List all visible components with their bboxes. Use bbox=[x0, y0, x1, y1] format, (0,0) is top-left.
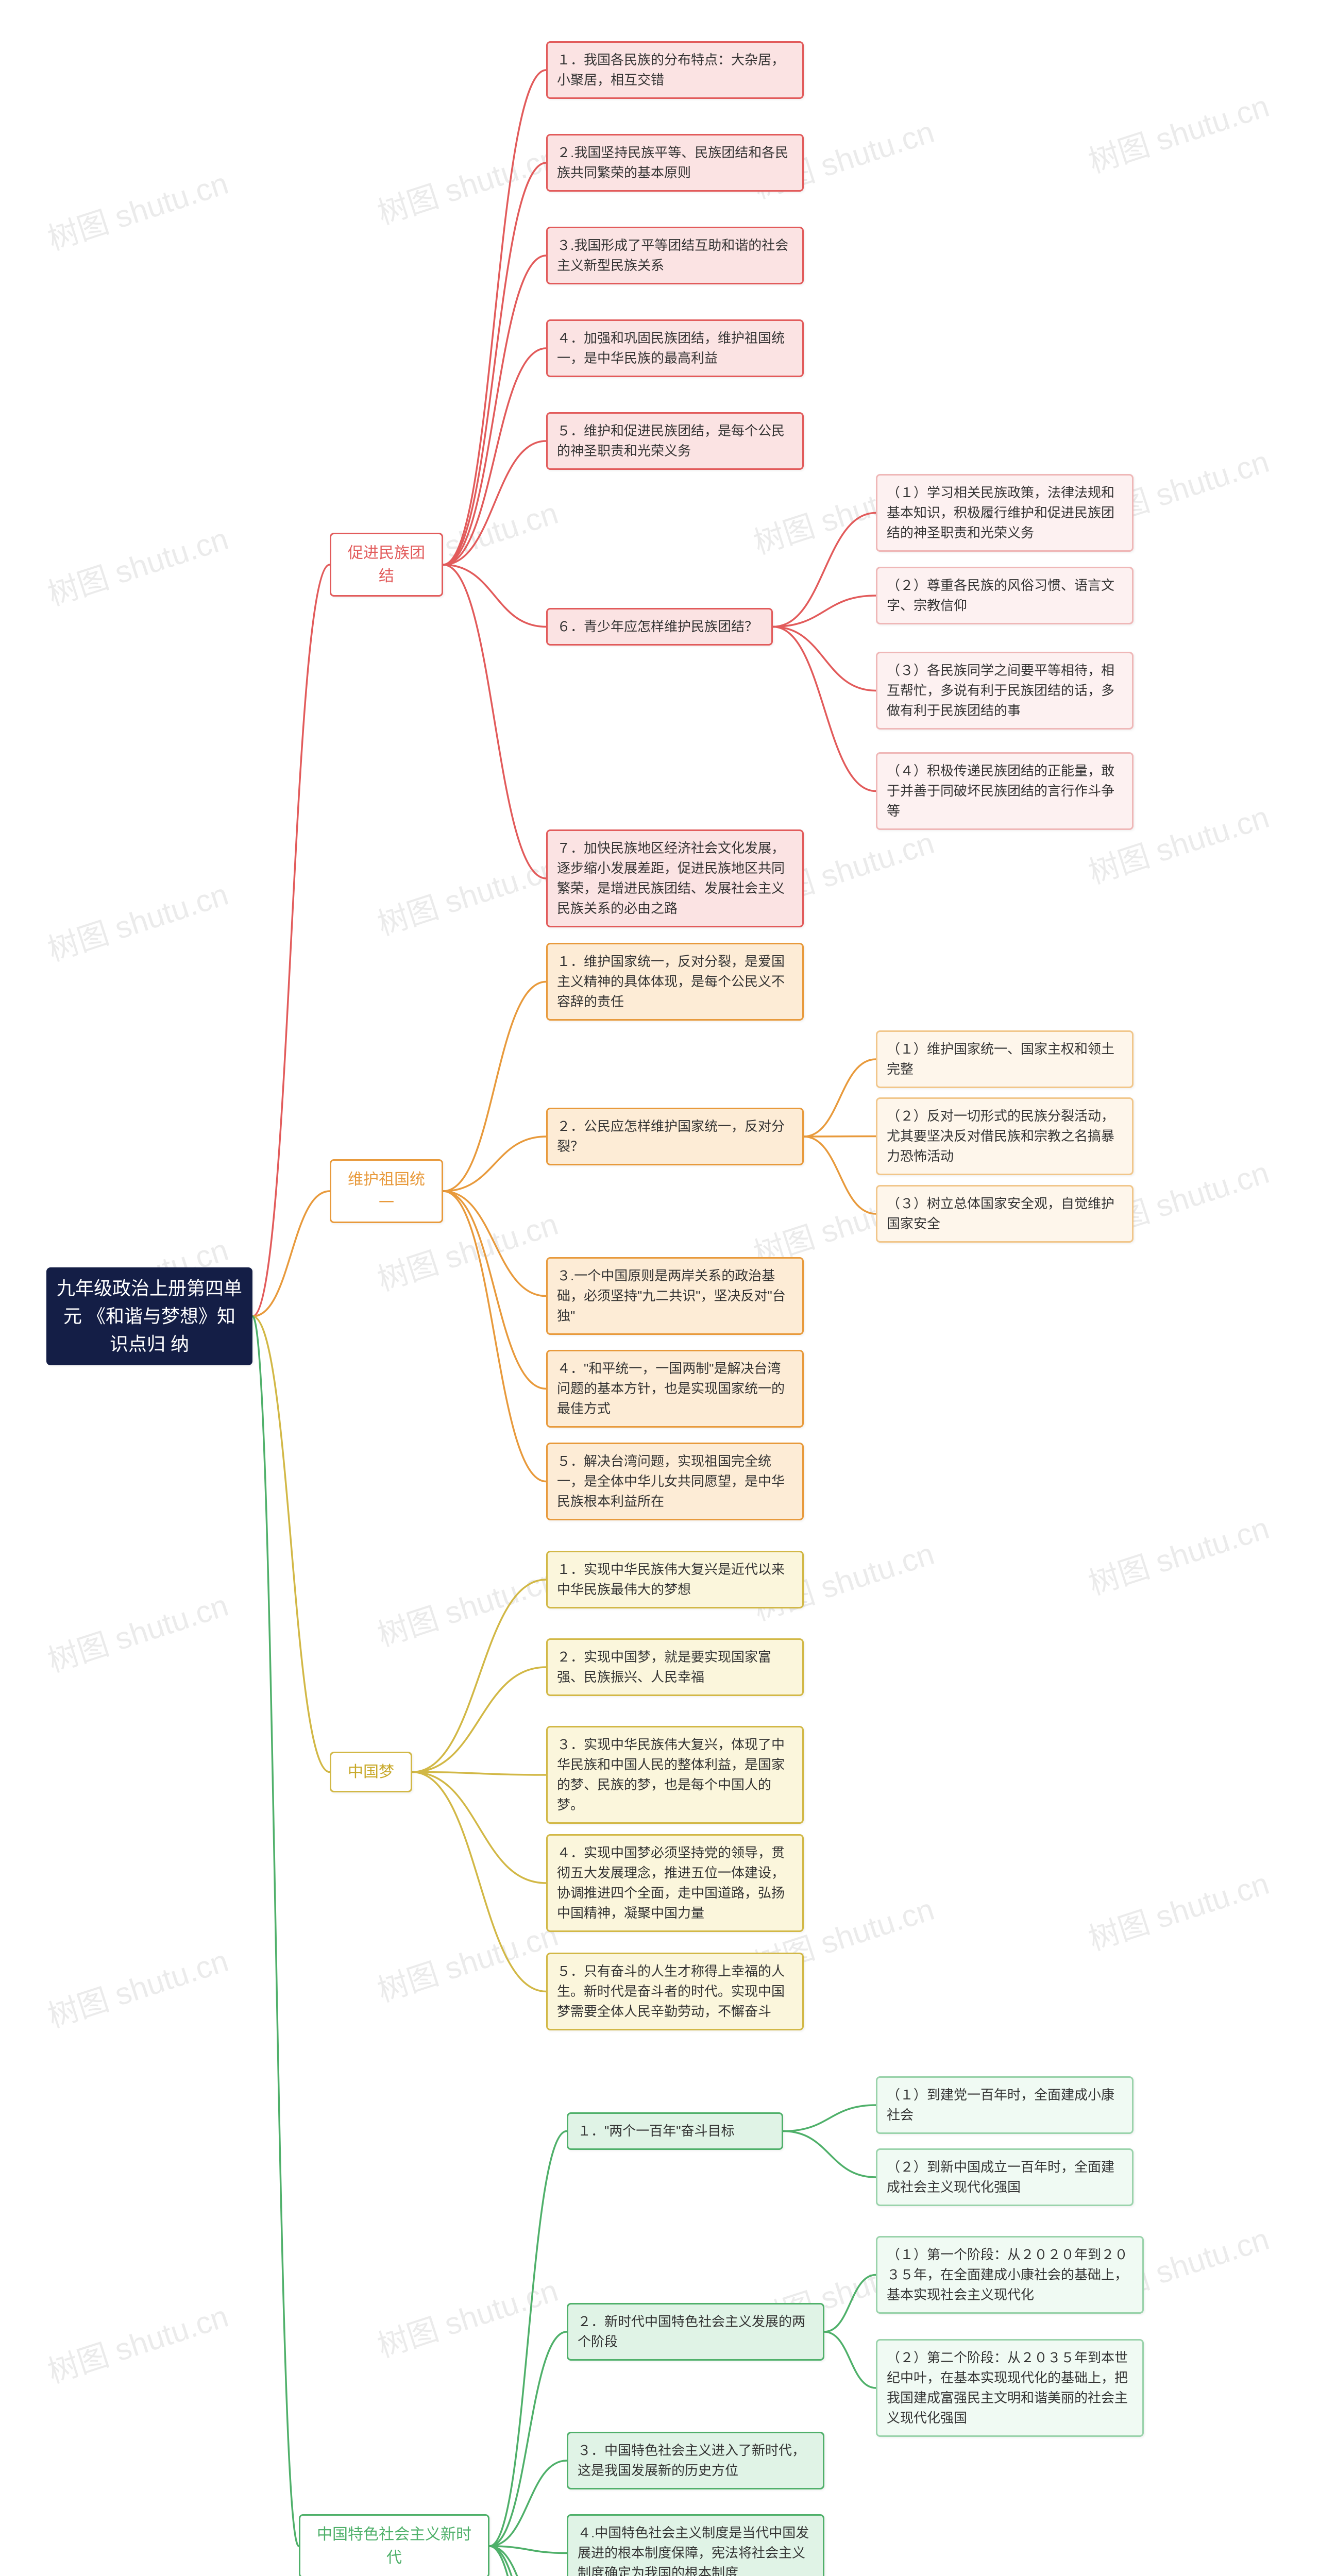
watermark: 树图 shutu.cn bbox=[371, 844, 563, 944]
node-b2: ２．公民应怎样维护国家统一，反对分裂？ bbox=[546, 1108, 804, 1165]
node-b2_2: （２）反对一切形式的民族分裂活动，尤其要坚决反对借民族和宗教之名搞暴力恐怖活动 bbox=[876, 1097, 1134, 1175]
node-d1_2: （２）到新中国成立一百年时，全面建成社会主义现代化强国 bbox=[876, 2148, 1134, 2206]
node-c4: ４．实现中国梦必须坚持党的领导，贯彻五大发展理念，推进五位一体建设，协调推进四个… bbox=[546, 1834, 804, 1932]
node-d1_1: （１）到建党一百年时，全面建成小康社会 bbox=[876, 2076, 1134, 2134]
watermark: 树图 shutu.cn bbox=[41, 514, 233, 615]
node-c2: ２．实现中国梦，就是要实现国家富强、民族振兴、人民幸福 bbox=[546, 1638, 804, 1696]
watermark: 树图 shutu.cn bbox=[371, 1555, 563, 1655]
node-c5: ５．只有奋斗的人生才称得上幸福的人生。新时代是奋斗者的时代。实现中国梦需要全体人… bbox=[546, 1953, 804, 2030]
watermark: 树图 shutu.cn bbox=[1082, 1859, 1274, 1959]
node-d4: ４.中国特色社会主义制度是当代中国发展进的根本制度保障，宪法将社会主义制度确定为… bbox=[567, 2514, 824, 2576]
node-c3: ３．实现中华民族伟大复兴，体现了中华民族和中国人民的整体利益，是国家的梦、民族的… bbox=[546, 1726, 804, 1824]
mindmap-canvas: 树图 shutu.cn 树图 shutu.cn 树图 shutu.cn 树图 shut… bbox=[0, 0, 1319, 2576]
node-b4: ４．"和平统一，一国两制"是解决台湾问题的基本方针，也是实现国家统一的最佳方式 bbox=[546, 1350, 804, 1428]
watermark: 树图 shutu.cn bbox=[1082, 1503, 1274, 1604]
node-a6_1: （１）学习相关民族政策，法律法规和基本知识，积极履行维护和促进民族团结的神圣职责… bbox=[876, 474, 1134, 552]
node-d2_2: （２）第二个阶段：从２０３５年到本世纪中叶，在基本实现现代化的基础上，把我国建成… bbox=[876, 2339, 1144, 2437]
node-b1: １．维护国家统一，反对分裂，是爱国主义精神的具体体现，是每个公民义不容辞的责任 bbox=[546, 943, 804, 1021]
node-b2_3: （３）树立总体国家安全观，自觉维护国家安全 bbox=[876, 1185, 1134, 1243]
watermark: 树图 shutu.cn bbox=[41, 1936, 233, 2037]
node-b5: ５．解决台湾问题，实现祖国完全统一，是全体中华儿女共同愿望，是中华民族根本利益所… bbox=[546, 1443, 804, 1520]
node-a2: ２.我国坚持民族平等、民族团结和各民族共同繁荣的基本原则 bbox=[546, 134, 804, 192]
root-node: 九年级政治上册第四单元 《和谐与梦想》知识点归 纳 bbox=[46, 1267, 252, 1365]
node-b2_1: （１）维护国家统一、国家主权和领土完整 bbox=[876, 1030, 1134, 1088]
watermark: 树图 shutu.cn bbox=[41, 1581, 233, 1681]
section-D: 中国特色社会主义新时代 bbox=[299, 2514, 489, 2576]
node-b3: ３.一个中国原则是两岸关系的政治基础，必须坚持"九二共识"，坚决反对"台独" bbox=[546, 1257, 804, 1335]
node-d2_1: （１）第一个阶段：从２０２０年到２０３５年，在全面建成小康社会的基础上，基本实现… bbox=[876, 2236, 1144, 2314]
watermark: 树图 shutu.cn bbox=[1082, 81, 1274, 182]
node-a7: ７．加快民族地区经济社会文化发展，逐步缩小发展差距，促进民族地区共同繁荣，是增进… bbox=[546, 829, 804, 927]
node-a6_2: （２）尊重各民族的风俗习惯、语言文字、宗教信仰 bbox=[876, 567, 1134, 624]
node-a4: ４．加强和巩固民族团结，维护祖国统一，是中华民族的最高利益 bbox=[546, 319, 804, 377]
watermark: 树图 shutu.cn bbox=[41, 159, 233, 259]
watermark: 树图 shutu.cn bbox=[371, 133, 563, 233]
node-a5: ５．维护和促进民族团结，是每个公民的神圣职责和光荣义务 bbox=[546, 412, 804, 470]
node-a6_4: （４）积极传递民族团结的正能量，敢于并善于同破坏民族团结的言行作斗争等 bbox=[876, 752, 1134, 830]
watermark: 树图 shutu.cn bbox=[1082, 2570, 1274, 2576]
watermark: 树图 shutu.cn bbox=[41, 870, 233, 970]
node-c1: １．实现中华民族伟大复兴是近代以来中华民族最伟大的梦想 bbox=[546, 1551, 804, 1608]
section-B: 维护祖国统一 bbox=[330, 1159, 443, 1223]
node-a1: １．我国各民族的分布特点：大杂居，小聚居，相互交错 bbox=[546, 41, 804, 99]
section-C: 中国梦 bbox=[330, 1752, 412, 1792]
section-A: 促进民族团结 bbox=[330, 533, 443, 597]
watermark: 树图 shutu.cn bbox=[371, 1910, 563, 2011]
node-d3: ３．中国特色社会主义进入了新时代，这是我国发展新的历史方位 bbox=[567, 2432, 824, 2489]
node-a6_3: （３）各民族同学之间要平等相待，相互帮忙，多说有利于民族团结的话，多做有利于民族… bbox=[876, 652, 1134, 730]
watermark: 树图 shutu.cn bbox=[371, 2266, 563, 2366]
watermark: 树图 shutu.cn bbox=[41, 2292, 233, 2392]
node-a3: ３.我国形成了平等团结互助和谐的社会主义新型民族关系 bbox=[546, 227, 804, 284]
node-a6: ６．青少年应怎样维护民族团结？ bbox=[546, 608, 773, 646]
node-d1: １．"两个一百年"奋斗目标 bbox=[567, 2112, 783, 2150]
node-d2: ２．新时代中国特色社会主义发展的两个阶段 bbox=[567, 2303, 824, 2361]
